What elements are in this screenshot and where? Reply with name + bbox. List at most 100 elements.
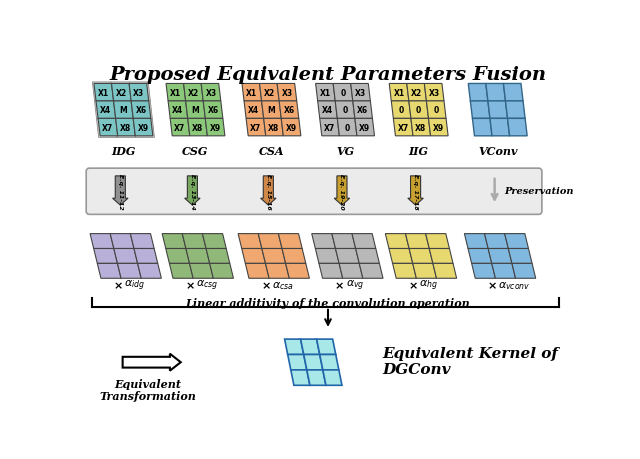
Polygon shape: [505, 234, 529, 249]
Text: 0: 0: [340, 89, 346, 97]
Text: 0: 0: [344, 123, 349, 132]
Text: X4: X4: [248, 106, 259, 115]
Polygon shape: [316, 84, 335, 102]
Polygon shape: [90, 234, 114, 249]
Polygon shape: [238, 234, 262, 249]
Polygon shape: [486, 84, 506, 102]
Polygon shape: [389, 249, 413, 264]
Text: X9: X9: [138, 123, 148, 132]
Polygon shape: [118, 264, 141, 279]
FancyArrow shape: [113, 176, 128, 206]
Polygon shape: [111, 84, 131, 102]
Polygon shape: [472, 264, 495, 279]
Text: X6: X6: [207, 106, 219, 115]
Text: X2: X2: [188, 89, 199, 97]
Polygon shape: [115, 120, 136, 138]
Polygon shape: [202, 234, 226, 249]
Polygon shape: [492, 264, 516, 279]
Text: X9: X9: [433, 123, 444, 132]
Text: E.q. 17-18: E.q. 17-18: [413, 173, 418, 209]
Text: $\alpha_{csa}$: $\alpha_{csa}$: [272, 280, 294, 291]
Polygon shape: [332, 234, 356, 249]
Polygon shape: [407, 84, 426, 102]
Text: X6: X6: [357, 106, 368, 115]
Text: X4: X4: [172, 106, 184, 115]
Text: X2: X2: [411, 89, 422, 97]
Polygon shape: [138, 264, 161, 279]
Polygon shape: [356, 249, 380, 264]
Polygon shape: [337, 119, 357, 136]
Text: 0: 0: [399, 106, 404, 115]
Polygon shape: [353, 102, 372, 119]
Text: M: M: [120, 106, 127, 115]
Text: 0: 0: [434, 106, 439, 115]
Polygon shape: [355, 119, 374, 136]
Text: X2: X2: [264, 89, 275, 97]
Polygon shape: [264, 119, 284, 136]
Polygon shape: [204, 102, 223, 119]
Polygon shape: [279, 102, 299, 119]
Polygon shape: [113, 102, 133, 119]
Polygon shape: [429, 119, 448, 136]
Text: $\mathbf{\times}$: $\mathbf{\times}$: [487, 280, 497, 291]
Polygon shape: [114, 249, 138, 264]
Polygon shape: [490, 119, 509, 136]
Polygon shape: [113, 101, 134, 120]
Polygon shape: [166, 249, 189, 264]
Polygon shape: [312, 234, 335, 249]
Text: X1: X1: [320, 89, 331, 97]
Polygon shape: [242, 249, 266, 264]
Polygon shape: [488, 102, 508, 119]
Polygon shape: [186, 102, 205, 119]
FancyArrow shape: [334, 176, 349, 206]
Polygon shape: [351, 84, 371, 102]
Polygon shape: [96, 102, 116, 119]
Text: X3: X3: [282, 89, 292, 97]
Polygon shape: [506, 102, 525, 119]
Polygon shape: [465, 234, 488, 249]
Polygon shape: [201, 84, 221, 102]
Polygon shape: [133, 119, 153, 136]
Polygon shape: [92, 83, 113, 101]
Polygon shape: [170, 119, 190, 136]
Polygon shape: [97, 264, 121, 279]
FancyArrow shape: [260, 176, 276, 206]
Polygon shape: [320, 119, 339, 136]
Text: $\alpha_{vconv}$: $\alpha_{vconv}$: [499, 280, 531, 291]
Text: $\mathbf{\times}$: $\mathbf{\times}$: [260, 280, 271, 291]
Polygon shape: [433, 264, 457, 279]
Polygon shape: [316, 249, 339, 264]
Text: E.q. 15-16: E.q. 15-16: [266, 173, 271, 209]
Polygon shape: [132, 101, 152, 120]
Text: X7: X7: [174, 123, 186, 132]
Polygon shape: [472, 119, 492, 136]
Polygon shape: [317, 102, 337, 119]
Polygon shape: [188, 119, 207, 136]
Polygon shape: [94, 84, 113, 102]
Text: $\mathbf{\times}$: $\mathbf{\times}$: [185, 280, 195, 291]
Polygon shape: [285, 339, 304, 355]
Polygon shape: [186, 249, 210, 264]
FancyArrow shape: [184, 176, 200, 206]
Text: X7: X7: [397, 123, 409, 132]
Text: X8: X8: [192, 123, 203, 132]
Polygon shape: [134, 249, 157, 264]
Text: X3: X3: [355, 89, 366, 97]
Polygon shape: [339, 264, 363, 279]
Text: X8: X8: [268, 123, 279, 132]
Polygon shape: [504, 84, 523, 102]
Polygon shape: [166, 84, 186, 102]
Polygon shape: [93, 249, 118, 264]
Text: X3: X3: [205, 89, 216, 97]
Polygon shape: [391, 102, 411, 119]
Polygon shape: [359, 264, 383, 279]
Text: X7: X7: [250, 123, 262, 132]
Polygon shape: [262, 102, 281, 119]
Polygon shape: [260, 84, 279, 102]
Polygon shape: [409, 249, 433, 264]
Text: X1: X1: [170, 89, 181, 97]
Text: IIG: IIG: [409, 146, 429, 157]
Polygon shape: [266, 264, 289, 279]
Text: IDG: IDG: [111, 146, 136, 157]
Polygon shape: [134, 120, 154, 138]
